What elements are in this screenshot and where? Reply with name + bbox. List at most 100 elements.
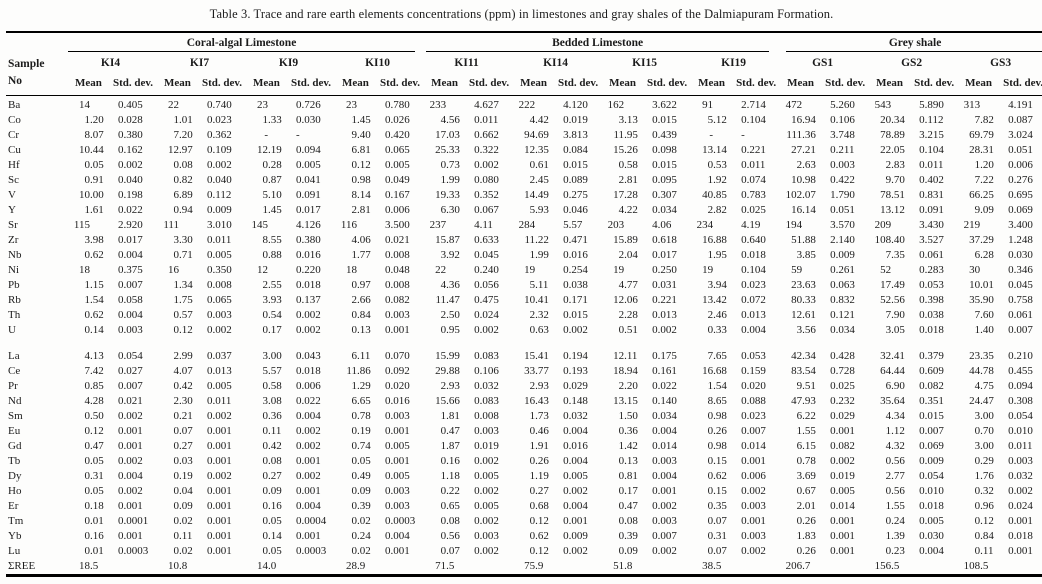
mean-value-cell: 0.08 bbox=[618, 514, 638, 527]
std-dev-value-cell: 0.831 bbox=[919, 188, 944, 201]
mean-value-cell: 35.90 bbox=[969, 293, 994, 306]
std-dev-value-cell: 0.005 bbox=[207, 379, 232, 392]
mean-value-cell: 17.28 bbox=[613, 188, 638, 201]
std-dev-value-cell: 0.091 bbox=[919, 203, 944, 216]
table-row: Ni 18 0.375 16 0.350 12 0.220 18 0.048 22 0.240 19 0… bbox=[6, 263, 1042, 278]
std-dev-value-cell: 0.002 bbox=[296, 469, 321, 482]
std-dev-value-cell: - bbox=[741, 128, 745, 141]
std-dev-value-cell: 0.017 bbox=[118, 233, 143, 246]
mean-value-cell: 9.70 bbox=[885, 173, 905, 186]
mean-value-cell: 108.5 bbox=[963, 559, 989, 572]
mean-value-cell: 145 bbox=[251, 218, 269, 231]
table-body: Ba 14 0.405 22 0.740 23 0.726 23 0.780 233 4.627 22… bbox=[6, 95, 1042, 576]
std-dev-value-cell: 0.025 bbox=[741, 203, 766, 216]
mean-value-cell: 12.19 bbox=[257, 143, 282, 156]
std-dev-value-cell: 0.758 bbox=[1008, 293, 1033, 306]
std-dev-value-cell: 0.009 bbox=[207, 203, 232, 216]
mean-value-cell: 0.96 bbox=[974, 499, 994, 512]
std-dev-value-cell: 0.007 bbox=[652, 529, 677, 542]
mean-value-cell: 2.83 bbox=[885, 158, 905, 171]
mean-value-cell: 5.93 bbox=[529, 203, 549, 216]
mean-value-cell: 6.89 bbox=[173, 188, 193, 201]
std-dev-value-cell: 0.001 bbox=[385, 424, 410, 437]
mean-value-cell: 78.89 bbox=[880, 128, 905, 141]
std-dev-value-cell: 0.001 bbox=[830, 424, 855, 437]
mean-value-cell: 233 bbox=[429, 98, 447, 111]
mean-value-cell: 0.65 bbox=[440, 499, 460, 512]
std-dev-value-cell: 0.069 bbox=[919, 439, 944, 452]
column-group-bedded-limestone: Bedded Limestone bbox=[422, 32, 778, 52]
mean-value-cell: 11.47 bbox=[435, 293, 460, 306]
std-dev-value-cell: 0.049 bbox=[385, 173, 410, 186]
mean-value-cell: 0.85 bbox=[84, 379, 104, 392]
std-dev-value-cell: 0.005 bbox=[830, 484, 855, 497]
std-dev-value-cell: 0.112 bbox=[207, 188, 232, 201]
mean-value-cell: 3.93 bbox=[262, 293, 282, 306]
mean-value-cell: 0.12 bbox=[351, 158, 371, 171]
mean-value-cell: 0.39 bbox=[351, 499, 371, 512]
mean-value-cell: 0.78 bbox=[351, 409, 371, 422]
std-dev-value-cell: 0.014 bbox=[830, 499, 855, 512]
mean-value-cell: 94.69 bbox=[524, 128, 549, 141]
std-dev-value-cell: 0.003 bbox=[741, 499, 766, 512]
mean-value-cell: 38.5 bbox=[702, 559, 722, 572]
mean-value-cell: 0.12 bbox=[84, 424, 104, 437]
std-dev-value-cell: 4.627 bbox=[474, 98, 499, 111]
std-dev-value-cell: 0.232 bbox=[830, 394, 855, 407]
mean-value-cell: 2.81 bbox=[618, 173, 638, 186]
table-row: Ba 14 0.405 22 0.740 23 0.726 23 0.780 233 4.627 22… bbox=[6, 95, 1042, 113]
mean-value-cell: 2.45 bbox=[529, 173, 549, 186]
sample-header-ki4: KI4 bbox=[100, 56, 121, 69]
std-dev-value-cell: 0.070 bbox=[385, 349, 410, 362]
std-dev-value-cell: 0.001 bbox=[741, 454, 766, 467]
std-dev-value-cell: 0.001 bbox=[296, 529, 321, 542]
std-dev-value-cell: 0.405 bbox=[118, 98, 143, 111]
mean-value-cell: 1.83 bbox=[796, 529, 816, 542]
mean-value-cell: 0.16 bbox=[262, 499, 282, 512]
std-dev-value-cell: 0.006 bbox=[741, 469, 766, 482]
std-dev-value-cell: 0.015 bbox=[563, 308, 588, 321]
std-dev-header: Std. dev. bbox=[378, 73, 423, 96]
mean-value-cell: 0.02 bbox=[351, 544, 371, 557]
table-row: Th 0.62 0.004 0.57 0.003 0.54 0.002 0.84 0.003 2.… bbox=[6, 308, 1042, 323]
std-dev-value-cell: 0.352 bbox=[474, 188, 499, 201]
element-label: Dy bbox=[8, 469, 22, 482]
std-dev-value-cell: 5.260 bbox=[830, 98, 855, 111]
mean-value-cell: 3.00 bbox=[974, 439, 994, 452]
mean-value-cell: 0.62 bbox=[707, 469, 727, 482]
mean-value-cell: 0.26 bbox=[796, 544, 816, 557]
std-dev-value-cell: 0.020 bbox=[741, 379, 766, 392]
std-dev-value-cell: 0.003 bbox=[118, 323, 143, 336]
sample-header-line1: Sample bbox=[8, 58, 45, 71]
mean-value-cell: 47.93 bbox=[791, 394, 816, 407]
std-dev-value-cell: 0.008 bbox=[385, 278, 410, 291]
std-dev-value-cell: 3.024 bbox=[1008, 128, 1033, 141]
element-label: Ni bbox=[8, 263, 19, 276]
mean-value-cell: 17.49 bbox=[880, 278, 905, 291]
std-dev-value-cell: 0.428 bbox=[830, 349, 855, 362]
std-dev-value-cell: 0.211 bbox=[830, 143, 855, 156]
mean-value-cell: 8.65 bbox=[707, 394, 727, 407]
std-dev-value-cell: 0.001 bbox=[118, 499, 143, 512]
std-dev-value-cell: 3.748 bbox=[830, 128, 855, 141]
mean-value-cell: 219 bbox=[963, 218, 981, 231]
element-label: U bbox=[8, 323, 16, 336]
std-dev-value-cell: 0.025 bbox=[830, 379, 855, 392]
mean-value-cell: 16.14 bbox=[791, 203, 816, 216]
std-dev-value-cell: 0.018 bbox=[296, 364, 321, 377]
std-dev-value-cell: 0.003 bbox=[830, 158, 855, 171]
std-dev-value-cell: 0.307 bbox=[652, 188, 677, 201]
std-dev-value-cell: 0.045 bbox=[1008, 278, 1033, 291]
mean-value-cell: 0.39 bbox=[618, 529, 638, 542]
std-dev-value-cell: 0.018 bbox=[919, 499, 944, 512]
mean-value-cell: 40.85 bbox=[702, 188, 727, 201]
mean-value-cell: 13.15 bbox=[613, 394, 638, 407]
mean-value-cell: 1.40 bbox=[974, 323, 994, 336]
std-dev-value-cell: 0.162 bbox=[118, 143, 143, 156]
std-dev-value-cell: 0.001 bbox=[207, 499, 232, 512]
std-dev-value-cell bbox=[556, 559, 600, 576]
std-dev-value-cell: 0.013 bbox=[741, 308, 766, 321]
mean-value-cell: 14 bbox=[79, 98, 90, 111]
mean-value-cell: 0.05 bbox=[84, 158, 104, 171]
mean-value-cell: 0.81 bbox=[618, 469, 638, 482]
